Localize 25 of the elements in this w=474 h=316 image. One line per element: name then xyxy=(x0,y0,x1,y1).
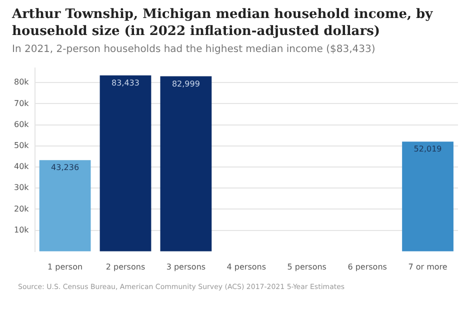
y-tick-label: 30k xyxy=(14,183,30,192)
y-tick-label: 60k xyxy=(14,120,30,129)
x-tick-label: 6 persons xyxy=(348,262,387,272)
x-tick-label: 5 persons xyxy=(287,262,326,272)
bar xyxy=(100,75,152,252)
bar xyxy=(160,76,212,252)
y-tick-label: 40k xyxy=(14,162,30,172)
y-tick-label: 20k xyxy=(14,204,30,214)
x-tick-label: 3 persons xyxy=(166,262,206,272)
x-tick-label: 4 persons xyxy=(226,262,266,272)
chart-title: Arthur Township, Michigan median household income, by household size (in 2022 inflation-adjusted dollars) xyxy=(12,6,434,40)
data-label: 82,999 xyxy=(172,79,200,88)
data-label: 52,019 xyxy=(414,144,442,154)
data-label: 83,433 xyxy=(111,78,140,88)
x-tick-label: 2 persons xyxy=(106,262,146,272)
bar xyxy=(39,160,91,252)
data-label: 43,236 xyxy=(51,163,80,172)
y-tick-label: 50k xyxy=(14,140,30,150)
bar xyxy=(402,142,454,252)
chart-subtitle: In 2021, 2-person households had the highest median income ($83,433) xyxy=(12,44,376,55)
y-tick-label: 70k xyxy=(14,98,30,108)
y-tick-label: 80k xyxy=(14,78,30,87)
y-tick-label: 10k xyxy=(14,225,30,234)
x-tick-label: 7 or more xyxy=(408,262,448,272)
x-tick-label: 1 person xyxy=(48,262,83,272)
